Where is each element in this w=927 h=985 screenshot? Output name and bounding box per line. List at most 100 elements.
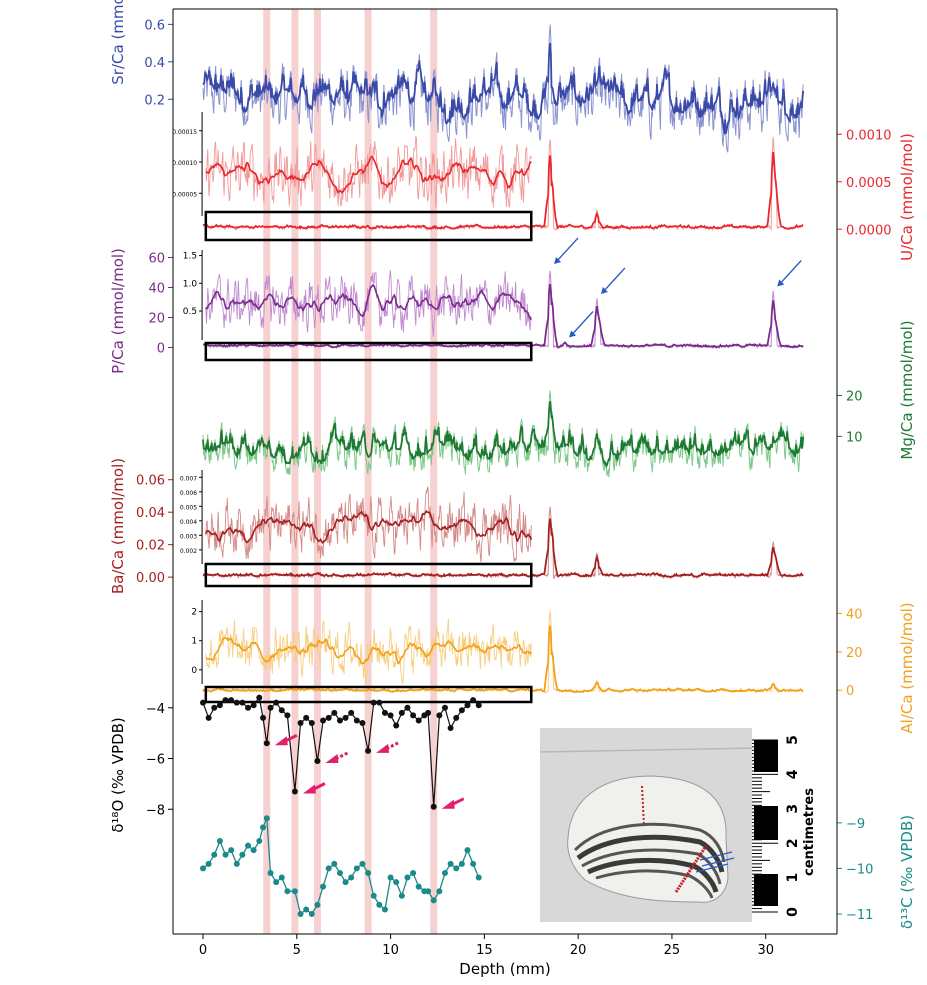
x-tick-label-0: 0 (199, 943, 207, 958)
isotope-d13c-point (475, 874, 482, 881)
ruler-block-1 (754, 806, 778, 840)
isotope-d18o-point (441, 704, 448, 711)
tick-label-ba-0: 0.00 (136, 571, 165, 586)
series-ba: 0.002 0.003 0.004 0.005 0.006 0.007 0.00 0.02 0.… (109, 458, 804, 594)
shell-growth-band-1 (576, 834, 725, 873)
isotope-d13c-point (228, 847, 235, 854)
inset-p-tick-label-0: 0.5 (183, 307, 197, 317)
inset-al-raw (205, 618, 532, 684)
isotope-d18o-point (453, 714, 460, 721)
isotope-d18o-point (233, 699, 240, 706)
tick-label-p-0: 0 (157, 342, 165, 357)
tick-label-ba-1: 0.02 (136, 539, 165, 554)
red-arrowhead-4 (441, 799, 455, 809)
ruler-number-1: 1 (785, 873, 801, 883)
ruler-number-3: 3 (785, 804, 801, 814)
isotope-d13c-point (365, 869, 372, 876)
isotope-d13c-point (415, 883, 422, 890)
isotope-d18o-point (284, 712, 291, 719)
series-u: 0.00005 0.00010 0.00015 0.0000 0.0005 0.0010 U… (172, 112, 916, 261)
highlight-band-1 (291, 9, 299, 934)
inset-p-zoom-box (204, 341, 533, 362)
plot-frame: 0 5 10 15 20 25 30 (172, 8, 838, 958)
isotope-d18o-point (436, 712, 443, 719)
isotope-d13c-point (370, 892, 377, 899)
axis-d13c: −9 −10 −11 δ¹³C (‰ VPDB) (837, 815, 916, 929)
isotope-d18o-point (211, 704, 218, 711)
tick-label-ba-2: 0.04 (136, 506, 165, 521)
axis-label-d13c: δ¹³C (‰ VPDB) (898, 815, 916, 929)
isotope-d18o-point (256, 694, 263, 701)
tick-label-sr-2: 0.6 (144, 18, 165, 33)
isotope-d13c-point (256, 838, 263, 845)
tick-label-d13c-2: −11 (846, 908, 873, 923)
isotope-d18o-point (475, 702, 482, 709)
red-arrow-2 (330, 751, 349, 763)
isotope-d13c-point (222, 851, 229, 858)
red-arrow-3 (381, 741, 399, 753)
isotope-d13c-point (284, 888, 291, 895)
tick-label-al-0: 0 (846, 684, 854, 699)
series-p: 0.5 1.0 1.5 0 20 40 60 P/Ca (mmol/mol) (109, 248, 804, 374)
isotope-d13c-point (398, 892, 405, 899)
blue-arrow-0 (556, 237, 579, 262)
axis-label-p: P/Ca (mmol/mol) (109, 248, 127, 374)
isotope-d18o-point (470, 697, 477, 704)
inset-ba-tick-label-4: 0.006 (180, 490, 197, 497)
axis-label-mg: Mg/Ca (mmol/mol) (898, 320, 916, 459)
series-sr-smoothed (202, 42, 805, 135)
series-layer: 0.20.40.6Sr/Ca (mmol/mol)0.000050.000100… (109, 0, 916, 734)
isotope-d18o-point (222, 697, 229, 704)
x-axis-label: Depth (mm) (459, 960, 550, 978)
series-p-smoothed (203, 283, 804, 349)
isotope-d13c-point (470, 860, 477, 867)
x-tick-label-6: 30 (757, 943, 774, 958)
inset-ba-tick-label-0: 0.002 (180, 548, 197, 555)
isotope-d13c-point (308, 911, 315, 918)
axis-d18o: −4 −6 −8 δ¹⁸O (‰ VPDB) (109, 702, 173, 833)
photo-blue-arrow-0 (699, 851, 733, 861)
ruler-block-0 (754, 740, 778, 772)
isotope-d13c-point (381, 906, 388, 913)
isotope-d18o-point (342, 714, 349, 721)
inset-u-zoom-box (204, 210, 533, 242)
inset-u-tick-label-2: 0.00015 (172, 129, 197, 136)
blue-arrowhead-2 (600, 287, 608, 294)
axis-label-ba: Ba/Ca (mmol/mol) (109, 458, 127, 594)
inset-u-tick-label-0: 0.00005 (172, 191, 197, 198)
isotope-d13c-point (325, 865, 332, 872)
red-arrowhead-1 (302, 784, 316, 794)
isotope-d13c-point (250, 847, 257, 854)
isotope-d18o-point (320, 717, 327, 724)
isotope-d18o-point (464, 702, 471, 709)
isotope-d13c-point (216, 838, 223, 845)
isotope-d18o-point (353, 717, 360, 724)
isotope-d18o-point (393, 722, 400, 729)
inset-al-zoom-box (204, 685, 533, 704)
ruler-label: centimetres (802, 788, 817, 876)
isotope-d18o-point (447, 725, 454, 732)
isotope-d13c-point (430, 897, 437, 904)
isotope-d18o-point (308, 719, 315, 726)
x-tick-label-1: 5 (293, 943, 301, 958)
ruler-number-2: 2 (785, 838, 801, 848)
isotope-d18o-point (331, 709, 338, 716)
isotope-d18o-point (267, 704, 274, 711)
inset-ba-tick-label-3: 0.005 (180, 504, 197, 511)
blue-arrowhead-3 (777, 279, 785, 287)
isotope-d13c-point (376, 901, 383, 908)
isotope-layer: −4 −6 −8 δ¹⁸O (‰ VPDB) −9 −10 −11 δ¹³C (‰ VPDB) (109, 694, 916, 929)
isotope-d13c-point (239, 851, 246, 858)
x-tick-label-3: 15 (476, 943, 493, 958)
specimen-photo: 0 1 2 3 4 5 centimetres (539, 728, 817, 922)
isotope-d13c-point (348, 874, 355, 881)
tick-label-d18o-0: −4 (146, 702, 165, 717)
highlight-band-2 (313, 9, 321, 934)
isotope-d13c-point (267, 869, 274, 876)
photo-blue-arrow-1 (701, 857, 735, 867)
photo-blue-arrow-2 (695, 863, 729, 873)
tick-label-d13c-1: −10 (846, 862, 873, 877)
ruler-number-0: 0 (785, 907, 801, 917)
shell-growth-band-2 (581, 848, 722, 885)
isotope-d13c-point (410, 869, 417, 876)
